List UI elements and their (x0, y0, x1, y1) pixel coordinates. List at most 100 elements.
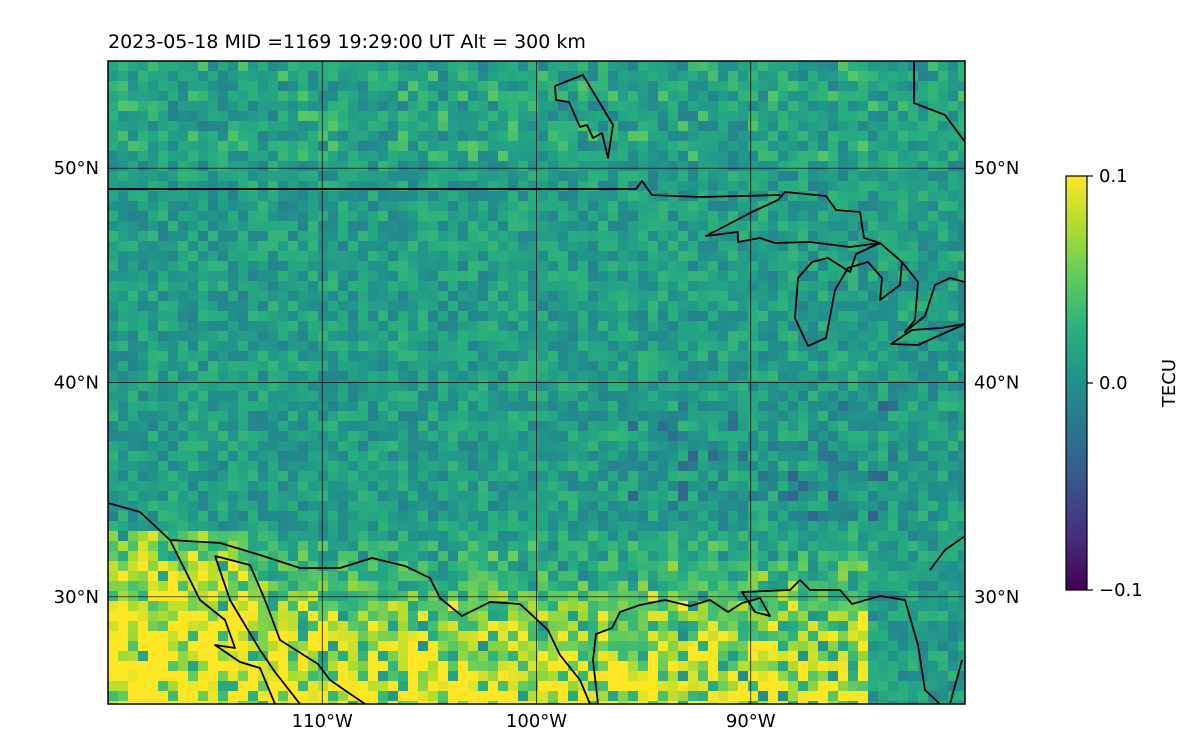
tec-cell (488, 341, 499, 352)
tec-cell (688, 421, 699, 432)
tec-cell (758, 321, 769, 332)
tec-cell (678, 541, 689, 552)
tec-cell (598, 261, 609, 272)
tec-cell (288, 271, 299, 282)
tec-cell (178, 591, 189, 602)
tec-cell (798, 431, 809, 442)
tec-cell (168, 71, 179, 82)
tec-cell (598, 141, 609, 152)
tec-cell (578, 631, 589, 642)
tec-cell (738, 581, 749, 592)
tec-cell (738, 461, 749, 472)
tec-cell (298, 541, 309, 552)
tec-cell (298, 131, 309, 142)
tec-cell (718, 591, 729, 602)
tec-cell (768, 261, 779, 272)
tec-cell (588, 131, 599, 142)
tec-cell (118, 531, 129, 542)
tec-cell (278, 291, 289, 302)
tec-cell (278, 61, 289, 72)
tec-cell (948, 331, 959, 342)
tec-cell (878, 421, 889, 432)
tec-cell (478, 141, 489, 152)
tec-cell (568, 261, 579, 272)
tec-cell (348, 151, 359, 162)
tec-cell (438, 61, 449, 72)
tec-cell (648, 121, 659, 132)
tec-cell (398, 151, 409, 162)
tec-cell (528, 591, 539, 602)
tec-cell (648, 271, 659, 282)
tec-cell (148, 141, 159, 152)
tec-cell (508, 551, 519, 562)
tec-cell (528, 511, 539, 522)
tec-cell (458, 621, 469, 632)
tec-cell (338, 251, 349, 262)
tec-cell (718, 611, 729, 622)
tec-cell (258, 381, 269, 392)
tec-cell (948, 111, 959, 122)
tec-cell (358, 211, 369, 222)
tec-cell (248, 261, 259, 272)
tec-cell (758, 171, 769, 182)
tec-cell (818, 431, 829, 442)
tec-cell (258, 171, 269, 182)
tec-cell (268, 391, 279, 402)
tec-cell (298, 421, 309, 432)
tec-cell (658, 171, 669, 182)
tec-cell (318, 591, 329, 602)
tec-cell (438, 91, 449, 102)
tec-cell (928, 481, 939, 492)
tec-cell (338, 121, 349, 132)
tec-cell (598, 151, 609, 162)
tec-cell (178, 81, 189, 92)
tec-cell (498, 71, 509, 82)
tec-cell (178, 451, 189, 462)
tec-cell (148, 241, 159, 252)
tec-cell (848, 181, 859, 192)
tec-cell (228, 431, 239, 442)
tec-cell (558, 261, 569, 272)
tec-cell (928, 621, 939, 632)
tec-cell (598, 311, 609, 322)
tec-cell (228, 441, 239, 452)
tec-cell (828, 311, 839, 322)
tec-cell (708, 501, 719, 512)
tec-cell (408, 621, 419, 632)
tec-cell (418, 631, 429, 642)
tec-cell (428, 631, 439, 642)
tec-cell (278, 611, 289, 622)
tec-cell (918, 561, 929, 572)
tec-cell (628, 321, 639, 332)
tec-cell (328, 71, 339, 82)
tec-cell (268, 181, 279, 192)
tec-cell (798, 451, 809, 462)
tec-cell (878, 511, 889, 522)
tec-cell (188, 381, 199, 392)
tec-cell (748, 171, 759, 182)
tec-cell (458, 331, 469, 342)
tec-cell (658, 441, 669, 452)
tec-cell (458, 421, 469, 432)
tec-cell (608, 301, 619, 312)
tec-cell (778, 361, 789, 372)
tec-cell (248, 481, 259, 492)
tec-cell (268, 81, 279, 92)
tec-cell (188, 101, 199, 112)
tec-cell (258, 421, 269, 432)
tec-cell (548, 591, 559, 602)
tec-cell (658, 311, 669, 322)
tec-cell (308, 71, 319, 82)
tec-cell (538, 111, 549, 122)
tec-cell (328, 621, 339, 632)
tec-cell (848, 191, 859, 202)
tec-cell (718, 571, 729, 582)
tec-cell (518, 421, 529, 432)
tec-cell (508, 441, 519, 452)
tec-cell (758, 431, 769, 442)
tec-cell (258, 621, 269, 632)
tec-cell (168, 521, 179, 532)
tec-cell (778, 441, 789, 452)
tec-cell (308, 411, 319, 422)
tec-cell (798, 401, 809, 412)
